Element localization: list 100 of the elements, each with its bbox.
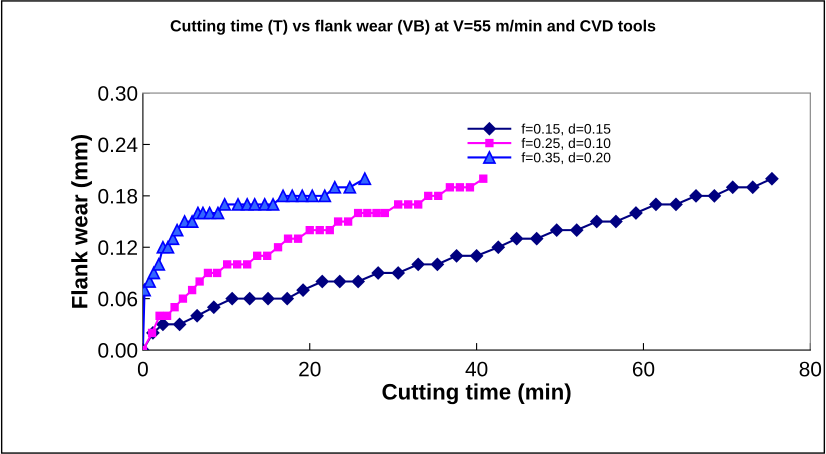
point: [248, 198, 262, 211]
point: [669, 198, 683, 212]
point: [629, 206, 643, 220]
point: [296, 283, 310, 297]
point: [204, 268, 212, 278]
point: [456, 183, 464, 192]
point: [233, 260, 242, 269]
point: [178, 294, 188, 303]
point: [746, 180, 760, 194]
point: [609, 214, 623, 228]
legend-label: f=0.35, d=0.20: [522, 152, 610, 164]
point: [450, 249, 464, 262]
point: [232, 198, 244, 211]
point: [726, 180, 740, 194]
point: [316, 274, 329, 288]
point: [222, 260, 232, 269]
x-axis-title: Cutting time (min): [382, 383, 571, 404]
point: [380, 208, 389, 218]
point: [446, 183, 454, 192]
point: [218, 198, 232, 211]
point: [412, 258, 425, 271]
point: [296, 189, 309, 202]
point: [226, 292, 239, 306]
point: [333, 274, 346, 288]
legend-label: f=0.15, d=0.15: [522, 124, 610, 136]
point: [708, 189, 721, 202]
point: [372, 266, 385, 280]
point: [263, 252, 272, 260]
point: [404, 200, 412, 209]
point: [344, 217, 352, 226]
y-tick-label: 0.30: [98, 86, 138, 101]
y-axis-title: Flank wear (mm): [71, 134, 92, 308]
point: [155, 312, 164, 320]
point: [689, 189, 703, 202]
point: [372, 208, 381, 218]
point: [195, 277, 204, 286]
point: [466, 183, 474, 192]
point: [479, 174, 488, 183]
y-tick-label: 0.00: [98, 343, 138, 358]
point: [394, 200, 402, 209]
point: [190, 309, 204, 322]
point: [363, 208, 372, 218]
point: [280, 292, 294, 306]
point: [207, 300, 220, 314]
point: [243, 292, 256, 306]
y-tick-label: 0.12: [98, 240, 137, 255]
point: [253, 252, 262, 260]
point: [765, 172, 779, 186]
point: [492, 240, 505, 254]
point: [274, 243, 282, 252]
point: [470, 249, 484, 262]
legend-label: f=0.25, d=0.10: [522, 138, 610, 150]
point: [570, 224, 584, 237]
point: [243, 260, 252, 269]
point: [358, 172, 372, 186]
point: [162, 312, 172, 320]
point: [414, 200, 422, 209]
point: [212, 268, 222, 278]
point: [649, 198, 663, 212]
point: [550, 224, 564, 237]
point: [590, 214, 604, 228]
point: [424, 192, 432, 200]
y-tick-label: 0.06: [98, 292, 138, 306]
point: [286, 189, 299, 202]
point: [328, 180, 342, 194]
x-tick-label: 60: [632, 362, 654, 376]
point: [188, 286, 196, 294]
x-tick-label: 0: [138, 362, 148, 376]
chart-title: Cutting time (T) vs flank wear (VB) at V=55 m/min and CVD tools: [170, 20, 656, 35]
point: [334, 217, 342, 226]
point: [306, 226, 314, 234]
point: [326, 226, 334, 234]
point: [294, 234, 302, 243]
point: [266, 198, 280, 211]
x-tick-label: 40: [465, 362, 488, 376]
point: [343, 180, 356, 194]
point: [434, 192, 442, 200]
x-tick-label: 80: [800, 362, 822, 376]
point: [284, 234, 292, 243]
point: [152, 258, 166, 271]
point: [392, 266, 405, 280]
y-tick-label: 0.24: [98, 137, 138, 152]
point: [261, 292, 275, 306]
point: [170, 303, 179, 312]
point: [186, 215, 199, 228]
point: [430, 258, 444, 271]
point: [162, 240, 174, 254]
point: [170, 224, 184, 237]
point: [173, 318, 186, 331]
point: [510, 232, 524, 246]
point: [530, 232, 544, 246]
point: [352, 274, 365, 288]
x-tick-label: 20: [299, 362, 321, 376]
point: [306, 189, 319, 202]
point: [354, 208, 362, 218]
point: [318, 189, 332, 202]
point: [147, 266, 160, 280]
point: [212, 206, 224, 220]
point: [316, 226, 324, 234]
y-tick-label: 0.18: [98, 188, 138, 204]
